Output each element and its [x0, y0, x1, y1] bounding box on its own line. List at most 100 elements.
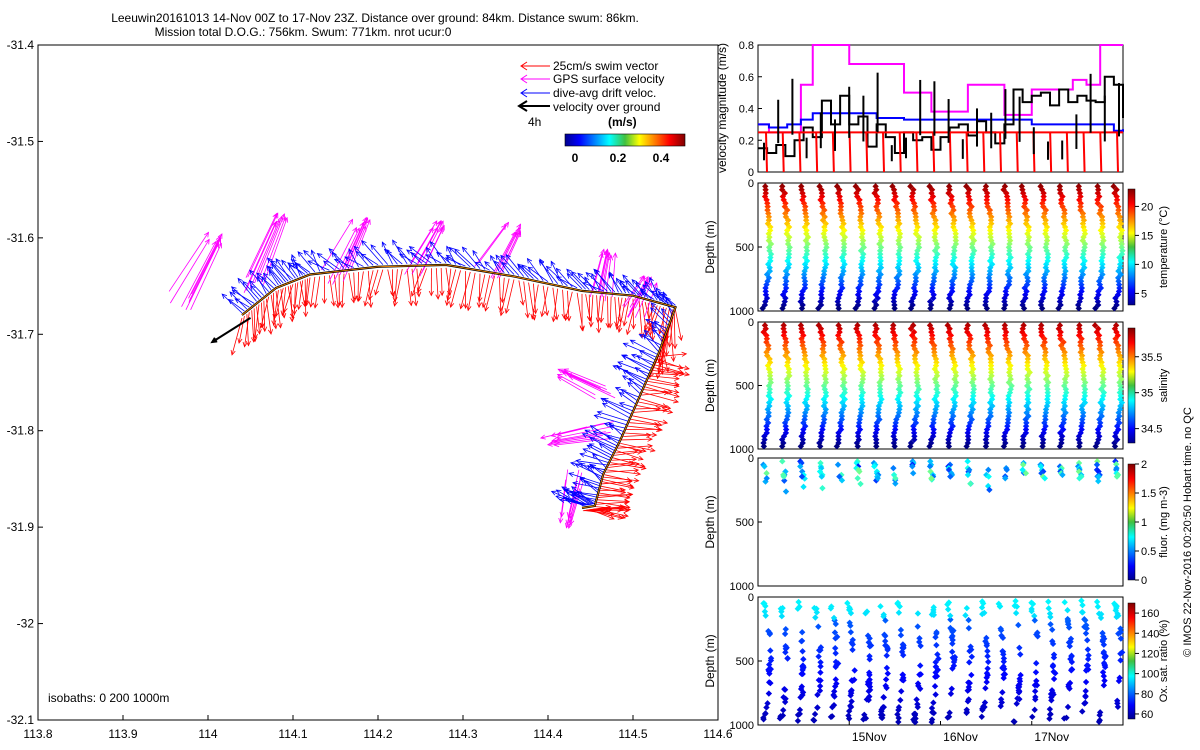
section-colorbar	[1127, 327, 1136, 444]
section-point	[876, 382, 884, 390]
section-point	[1056, 443, 1064, 450]
section-point	[1093, 598, 1101, 606]
section-point	[932, 673, 939, 680]
gps-vector	[263, 216, 289, 285]
section-point	[964, 433, 972, 440]
section-point	[897, 626, 905, 634]
section-point	[983, 674, 990, 681]
section-point	[984, 665, 991, 672]
drift-vector	[566, 268, 586, 290]
velocity-series-line	[758, 112, 1124, 132]
drift-vector	[444, 257, 466, 267]
section-point	[852, 305, 859, 312]
section-point	[1001, 295, 1008, 302]
section-point	[1068, 653, 1075, 660]
section-point	[782, 642, 789, 650]
colorbar-label: Ox. sat. ratio (%)	[1158, 620, 1170, 703]
swim-dip	[848, 132, 852, 173]
drift-vector	[397, 246, 413, 265]
section-point	[798, 629, 806, 636]
drift-vector	[527, 266, 549, 282]
section-point	[1115, 630, 1122, 637]
drift-vector	[231, 289, 255, 304]
drift-vector	[639, 290, 655, 300]
swim-dip	[765, 132, 768, 173]
section-point	[1080, 372, 1088, 379]
section-point	[1099, 629, 1106, 637]
section-point	[862, 610, 869, 617]
swim-vector	[624, 432, 658, 438]
section-point	[849, 636, 856, 644]
section-point	[782, 625, 789, 633]
section-point	[1012, 597, 1019, 605]
swim-vector	[636, 405, 674, 415]
drift-vector	[517, 263, 534, 279]
section-point	[982, 685, 989, 692]
section-point	[1050, 675, 1058, 683]
section-point	[1031, 706, 1038, 714]
swim-dip	[915, 132, 919, 173]
map-xtick-label: 114.5	[618, 727, 647, 741]
swim-vector	[617, 443, 654, 449]
swim-dip	[982, 132, 986, 173]
section-point	[1093, 461, 1101, 468]
drift-vector	[616, 365, 646, 383]
section-point	[1114, 697, 1121, 704]
drift-vector	[303, 249, 325, 272]
drift-vector	[650, 302, 670, 323]
drift-vector	[571, 486, 594, 505]
section-point	[895, 714, 902, 722]
section-point	[1095, 473, 1102, 480]
section-point	[857, 278, 864, 285]
section-point	[984, 335, 992, 342]
section-point	[827, 605, 835, 612]
drift-vector	[650, 321, 665, 336]
swim-vector	[374, 269, 384, 296]
section-point	[781, 698, 789, 706]
section-point	[1100, 659, 1108, 667]
section-point	[882, 676, 890, 683]
section-point	[914, 623, 921, 630]
section-point	[996, 603, 1004, 610]
drift-vector	[602, 398, 633, 412]
colorbar-tick-label: 100	[1141, 669, 1159, 681]
gps-vector	[556, 376, 596, 400]
colorbar-tick-label: 120	[1141, 648, 1159, 660]
section-point	[847, 629, 855, 636]
swim-vector	[449, 270, 461, 309]
section-point	[836, 473, 843, 480]
section-point	[780, 694, 787, 701]
swim-vector	[292, 282, 299, 310]
section-point	[897, 632, 905, 639]
section-point	[1113, 613, 1120, 621]
section-point	[1015, 621, 1022, 629]
drift-vector	[249, 269, 270, 293]
map-ytick-label: -31.9	[7, 520, 35, 534]
swim-vector	[603, 476, 640, 483]
section-point	[932, 669, 939, 676]
section-point	[1065, 681, 1072, 688]
velocity-series-line	[758, 44, 1123, 134]
section-point	[778, 613, 786, 620]
section-point	[784, 402, 792, 410]
swim-vector	[242, 312, 250, 348]
section-point	[933, 399, 940, 406]
section-point	[875, 284, 882, 292]
section-point	[866, 656, 873, 663]
map-colorbar-tick-0: 0	[572, 151, 579, 165]
section-point	[891, 305, 898, 312]
swim-vector	[313, 276, 321, 309]
section-point	[815, 653, 822, 660]
section-point	[983, 670, 991, 677]
gps-vector	[602, 252, 612, 297]
section-point	[879, 704, 887, 711]
section-point	[816, 687, 824, 694]
drift-vector	[638, 334, 662, 346]
colorbar-label: salinity	[1158, 368, 1170, 402]
section-point	[1082, 617, 1089, 624]
section-point	[766, 264, 773, 271]
drift-vector	[425, 246, 437, 264]
section-point	[1000, 305, 1008, 312]
section-point	[777, 713, 784, 720]
section-point	[838, 412, 846, 420]
